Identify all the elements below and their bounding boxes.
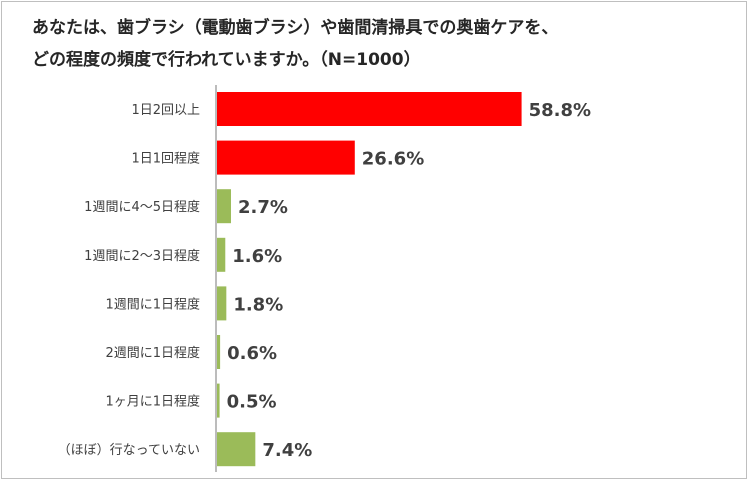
value-label: 26.6% [362, 149, 424, 170]
value-label: 7.4% [262, 440, 312, 461]
category-label: 1週間に2～3日程度 [84, 248, 200, 264]
category-label: 2週間に1日程度 [105, 345, 200, 361]
category-label: 1週間に4～5日程度 [84, 199, 200, 215]
chart-title-line-2: どの程度の頻度で行われていますか。（N=1000） [32, 50, 421, 70]
bar [217, 140, 355, 175]
category-label: 1日1回程度 [131, 151, 200, 167]
bar [217, 335, 221, 369]
value-label: 2.7% [238, 197, 288, 218]
bar [217, 189, 231, 224]
category-label: 1ヶ月に1日程度 [105, 394, 200, 410]
value-label: 1.8% [233, 294, 283, 315]
value-label: 58.8% [529, 100, 591, 121]
bar [217, 237, 226, 272]
value-label: 0.5% [227, 392, 277, 413]
category-label: （ほぼ）行なっていない [58, 443, 200, 458]
bar [217, 286, 227, 321]
chart-title-line-1: あなたは、歯ブラシ（電動歯ブラシ）や歯間清掃具での奥歯ケアを、 [32, 18, 559, 38]
bar [217, 383, 220, 418]
category-label: 1日2回以上 [131, 103, 200, 118]
bar [217, 432, 256, 467]
category-label: 1週間に1日程度 [105, 296, 200, 312]
value-label: 0.6% [227, 343, 277, 364]
value-label: 1.6% [232, 246, 282, 267]
bar [217, 92, 522, 126]
chart-title: あなたは、歯ブラシ（電動歯ブラシ）や歯間清掃具での奥歯ケアを、 どの程度の頻度で… [32, 12, 732, 76]
